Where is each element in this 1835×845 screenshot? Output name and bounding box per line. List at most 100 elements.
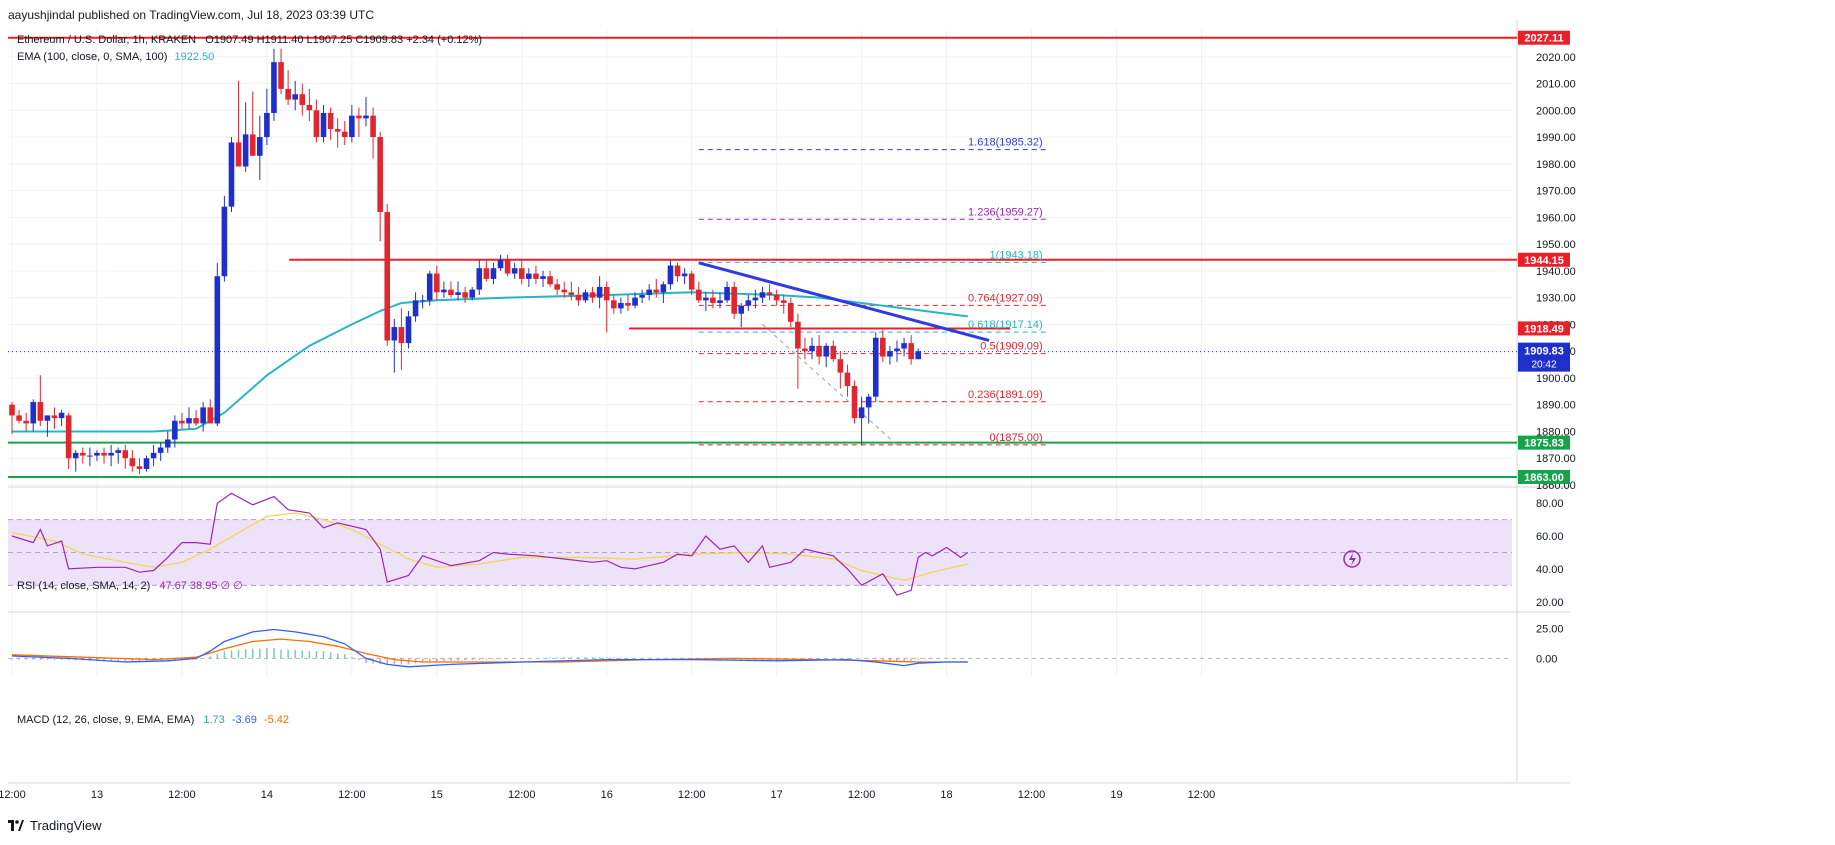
candle-body <box>72 452 79 459</box>
candle-body <box>221 206 228 277</box>
candle-body <box>497 260 504 269</box>
price-tick-label: 1990.00 <box>1536 132 1576 144</box>
candle-body <box>632 297 638 306</box>
candle-body <box>16 415 22 421</box>
candle-body <box>533 273 539 279</box>
candle-body <box>589 292 596 298</box>
level-price-tag <box>1518 435 1570 450</box>
lightning-icon[interactable] <box>1343 550 1361 568</box>
macd-label[interactable]: MACD (12, 26, close, 9, EMA, EMA) <box>17 714 195 726</box>
candle-body <box>596 286 603 298</box>
candle-body <box>554 284 560 290</box>
candle-body <box>94 452 100 456</box>
price-tick-label: 1930.00 <box>1536 293 1576 305</box>
candle-body <box>908 343 914 360</box>
time-tick-label: 12:00 <box>338 789 366 801</box>
candle-body <box>115 450 121 453</box>
time-tick-label: 12:00 <box>0 789 26 801</box>
candle-body <box>441 289 447 293</box>
symbol-line: Ethereum / U.S. Dollar, 1h, KRAKEN O1907… <box>17 34 482 46</box>
published-text: aayushjindal published on TradingView.co… <box>8 8 375 22</box>
candle-body <box>717 300 723 303</box>
candle-body <box>349 115 355 138</box>
time-tick-label: 12:00 <box>1188 789 1216 801</box>
tradingview-logo-icon <box>8 820 24 831</box>
candle-body <box>490 268 497 279</box>
trend-lines <box>698 261 990 342</box>
ema-100-line <box>12 291 968 433</box>
macd-tick-label: 0.00 <box>1536 653 1557 665</box>
candle-body <box>299 94 306 105</box>
candle-body <box>469 289 475 298</box>
candle-body <box>51 415 58 419</box>
candle-body <box>745 300 752 306</box>
rsi-label[interactable]: RSI (14, close, SMA, 14, 2) <box>17 580 151 592</box>
macd-legend: MACD (12, 26, close, 9, EMA, EMA) 1.73 -… <box>17 714 289 726</box>
candle-body <box>681 273 688 277</box>
candle-body <box>80 452 86 456</box>
candle-body <box>200 407 206 424</box>
candle-body <box>674 265 681 277</box>
candle-body <box>101 452 107 456</box>
candle-body <box>370 115 376 138</box>
alert-marker <box>1343 550 1361 568</box>
price-tick-label: 1950.00 <box>1536 239 1576 251</box>
rsi-tick-label: 80.00 <box>1536 498 1564 510</box>
time-axis: 12:00 13 12:00 14 12:00 15 12:00 16 12:00 17 12:00… <box>0 789 1215 801</box>
candle-body <box>816 345 822 357</box>
rsi-values: 47.67 38.95 ∅ ∅ <box>159 580 243 592</box>
candle-body <box>915 351 922 360</box>
candle-body <box>398 327 405 344</box>
candle-body <box>448 289 454 295</box>
candle-body <box>780 300 787 303</box>
candle-body <box>575 294 582 301</box>
footer-brand-label: TradingView <box>30 818 102 833</box>
candle-body <box>710 297 716 303</box>
level-price-tag-label: 1944.15 <box>1524 255 1564 267</box>
candle-body <box>285 88 291 100</box>
candle-body <box>9 404 15 416</box>
footer-brand[interactable]: TradingView <box>8 818 102 833</box>
candle-body <box>858 407 865 419</box>
candle-body <box>639 294 645 298</box>
candle-body <box>568 292 575 295</box>
candle-body <box>363 115 369 119</box>
bar-timer-label: 20:42 <box>1531 360 1556 371</box>
time-tick-label: 12:00 <box>848 789 876 801</box>
candle-body <box>540 276 546 279</box>
candle-body <box>136 466 143 469</box>
price-tick-label: 2020.00 <box>1536 52 1576 64</box>
candle-body <box>249 134 256 156</box>
candle-body <box>865 396 872 408</box>
price-tick-label: 1890.00 <box>1536 400 1576 412</box>
candle-body <box>356 115 362 119</box>
macd-line-value: -3.69 <box>231 714 257 726</box>
candle-body <box>766 292 773 295</box>
price-tick-label: 1880.00 <box>1536 426 1576 438</box>
candle-body <box>837 359 844 373</box>
ema-label[interactable]: EMA (100, close, 0, SMA, 100) <box>17 51 168 63</box>
candle-body <box>129 458 136 467</box>
rsi-line <box>11 492 969 596</box>
time-tick-label: 14 <box>261 789 273 801</box>
level-price-tag <box>1518 30 1570 45</box>
fib-level-label: 0.5(1909.09) <box>980 341 1042 353</box>
symbol-title[interactable]: Ethereum / U.S. Dollar, 1h, KRAKEN <box>17 34 197 46</box>
candle-body <box>327 112 334 130</box>
rsi-tick-label: 40.00 <box>1536 564 1564 576</box>
time-tick-label: 12:00 <box>168 789 196 801</box>
rsi-tick-label: 60.00 <box>1536 531 1564 543</box>
candle-body <box>582 292 589 301</box>
fib-leg-line <box>762 324 898 446</box>
candle-body <box>37 402 44 421</box>
candle-body <box>23 420 29 424</box>
candle-body <box>901 343 907 349</box>
time-tick-label: 19 <box>1110 789 1122 801</box>
price-tick-label: 1940.00 <box>1536 266 1576 278</box>
fib-level-label: 1(1943.18) <box>989 249 1042 261</box>
candle-body <box>384 212 391 341</box>
candle-body <box>851 385 858 419</box>
candle-body <box>419 300 426 302</box>
time-tick-label: 12:00 <box>508 789 536 801</box>
